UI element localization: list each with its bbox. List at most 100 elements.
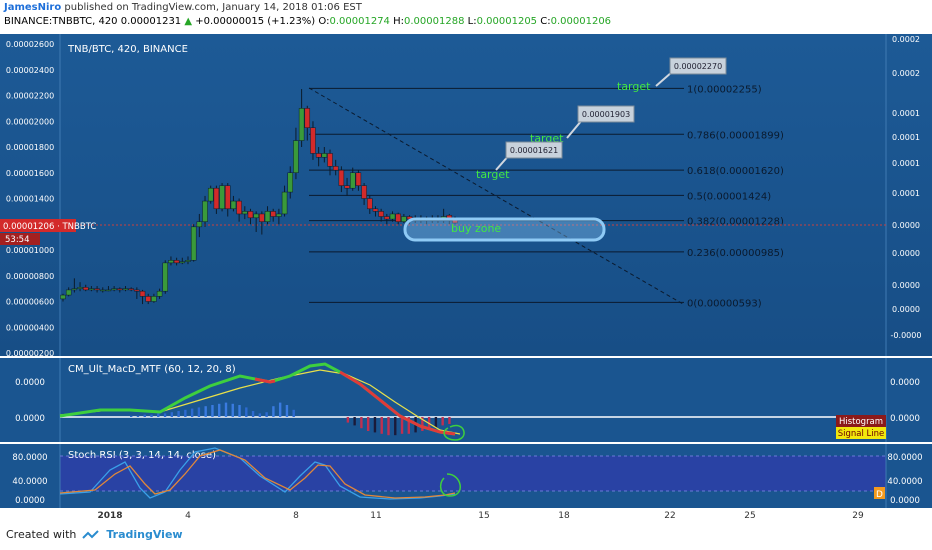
x-axis-background: [0, 508, 932, 522]
last-price: 0.00001231: [120, 16, 182, 27]
left-axis-label: 0.00002400: [6, 66, 54, 75]
open-label: O:: [318, 16, 330, 27]
left-axis-label: 0.00002200: [6, 92, 54, 101]
candle-body: [236, 200, 242, 215]
x-axis-label: 4: [185, 511, 191, 521]
open-value: 0.00001274: [329, 16, 390, 27]
macd-histogram-bar: [163, 413, 167, 417]
candle-body: [264, 211, 271, 222]
candle-body: [367, 198, 373, 210]
candle-body: [219, 185, 225, 210]
macd-histogram-bar: [292, 409, 295, 417]
candle-body: [247, 211, 254, 219]
created-with-label: Created with: [6, 528, 77, 541]
low-value: 0.00001205: [476, 16, 538, 27]
target-callout-3[interactable]: 0.00001621 target: [476, 141, 563, 181]
high-value: 0.00001288: [404, 16, 465, 27]
target-label-3: target: [476, 168, 510, 181]
x-axis-label: 29: [852, 511, 864, 521]
macd-histogram-bar: [265, 412, 268, 417]
left-axis-label: 0.00001600: [6, 169, 54, 178]
right-axis-label: 0.0002: [892, 35, 920, 44]
candle-body: [179, 261, 186, 264]
right-axis-label: 0.0001: [892, 159, 920, 168]
candle-body: [88, 288, 95, 291]
macd-histogram-bar: [190, 408, 194, 417]
rsi-right-80: 80.0000: [887, 453, 922, 463]
macd-pane-background: [0, 358, 932, 442]
macd-histogram-bar: [224, 402, 228, 417]
macd-histogram-bar: [245, 407, 248, 417]
fib-level-label: 0.5(0.00001424): [687, 191, 771, 202]
macd-histogram-bar: [360, 417, 363, 429]
candle-body: [168, 260, 174, 264]
macd-histogram-bar: [211, 405, 214, 417]
tradingview-brand[interactable]: TradingView: [106, 528, 183, 541]
dividend-badge[interactable]: D: [876, 490, 883, 500]
candle-body: [270, 211, 276, 217]
close-value: 0.00001206: [550, 16, 612, 27]
candle-body: [111, 288, 117, 291]
fib-level-label: 0.786(0.00001899): [687, 130, 784, 141]
author-name[interactable]: JamesNiro: [4, 2, 62, 13]
x-axis-label: 2018: [97, 511, 122, 521]
target-price-3: 0.00001621: [510, 146, 558, 155]
macd-line-red-segment-2: [339, 370, 456, 436]
macd-histogram-bar: [407, 417, 411, 434]
close-label: C:: [540, 16, 551, 27]
macd-left-label-mid: 0.0000: [15, 414, 45, 424]
candle-body: [378, 211, 384, 217]
candle-body: [259, 213, 265, 222]
target-callout-1[interactable]: 0.00002270 target: [617, 57, 727, 93]
macd-histogram-bar: [448, 417, 451, 424]
left-axis-label: 0.00001400: [6, 195, 54, 204]
published-text: published on TradingView.com, January 14…: [64, 2, 362, 13]
macd-histogram-bar: [150, 414, 153, 417]
candle-body: [134, 289, 140, 292]
x-axis-label: 8: [293, 511, 299, 521]
candle-body: [315, 153, 322, 158]
macd-histogram-bar: [143, 414, 146, 417]
target-price-2: 0.00001903: [582, 110, 630, 119]
candle-body: [202, 200, 208, 222]
candle-body: [145, 296, 151, 302]
fib-trend-line: [308, 87, 684, 305]
histogram-legend: Histogram: [839, 417, 883, 427]
rsi-left-0: 0.0000: [15, 496, 45, 506]
x-axis-label: 18: [558, 511, 570, 521]
histogram-legend-background: [836, 415, 886, 427]
fibonacci-levels: 1(0.00002255) 0.786(0.00001899) 0.618(0.00…: [309, 84, 784, 309]
fib-level-label: 0(0.00000593): [687, 298, 762, 309]
candle-body: [173, 260, 180, 264]
macd-histogram-bar: [170, 412, 174, 417]
left-axis-label: 0.00001800: [6, 143, 54, 152]
macd-histogram-bar: [136, 415, 140, 417]
macd-left-label-top: 0.0000: [15, 378, 45, 388]
right-axis-label: 0.0001: [892, 133, 920, 142]
candle-body: [242, 211, 248, 215]
buy-zone-box[interactable]: [403, 217, 606, 242]
high-label: H:: [393, 16, 405, 27]
x-axis-label: 25: [744, 511, 755, 521]
candle-body: [65, 289, 72, 296]
macd-histogram-bar: [400, 417, 404, 434]
up-triangle-icon: ▲: [184, 16, 193, 27]
macd-right-label-top: 0.0000: [890, 378, 920, 388]
macd-histogram-bar: [157, 413, 160, 417]
price-tag-background: [0, 219, 76, 232]
low-label: L:: [467, 16, 477, 27]
candle-body: [304, 108, 311, 128]
candle-body: [310, 127, 316, 154]
price-change: +0.00000015 (+1.23%): [195, 16, 316, 27]
left-axis-label: 0.00000400: [6, 323, 54, 332]
candle-body: [327, 153, 333, 167]
macd-histogram-bar: [434, 417, 438, 429]
candle-body: [225, 185, 231, 210]
candle-body: [372, 208, 379, 212]
candle-body: [298, 108, 305, 141]
macd-right-label-mid: 0.0000: [890, 414, 920, 424]
candle-body: [349, 172, 356, 189]
fib-level-label: 0.382(0.00001228): [687, 217, 784, 228]
x-axis-label: 11: [370, 511, 381, 521]
